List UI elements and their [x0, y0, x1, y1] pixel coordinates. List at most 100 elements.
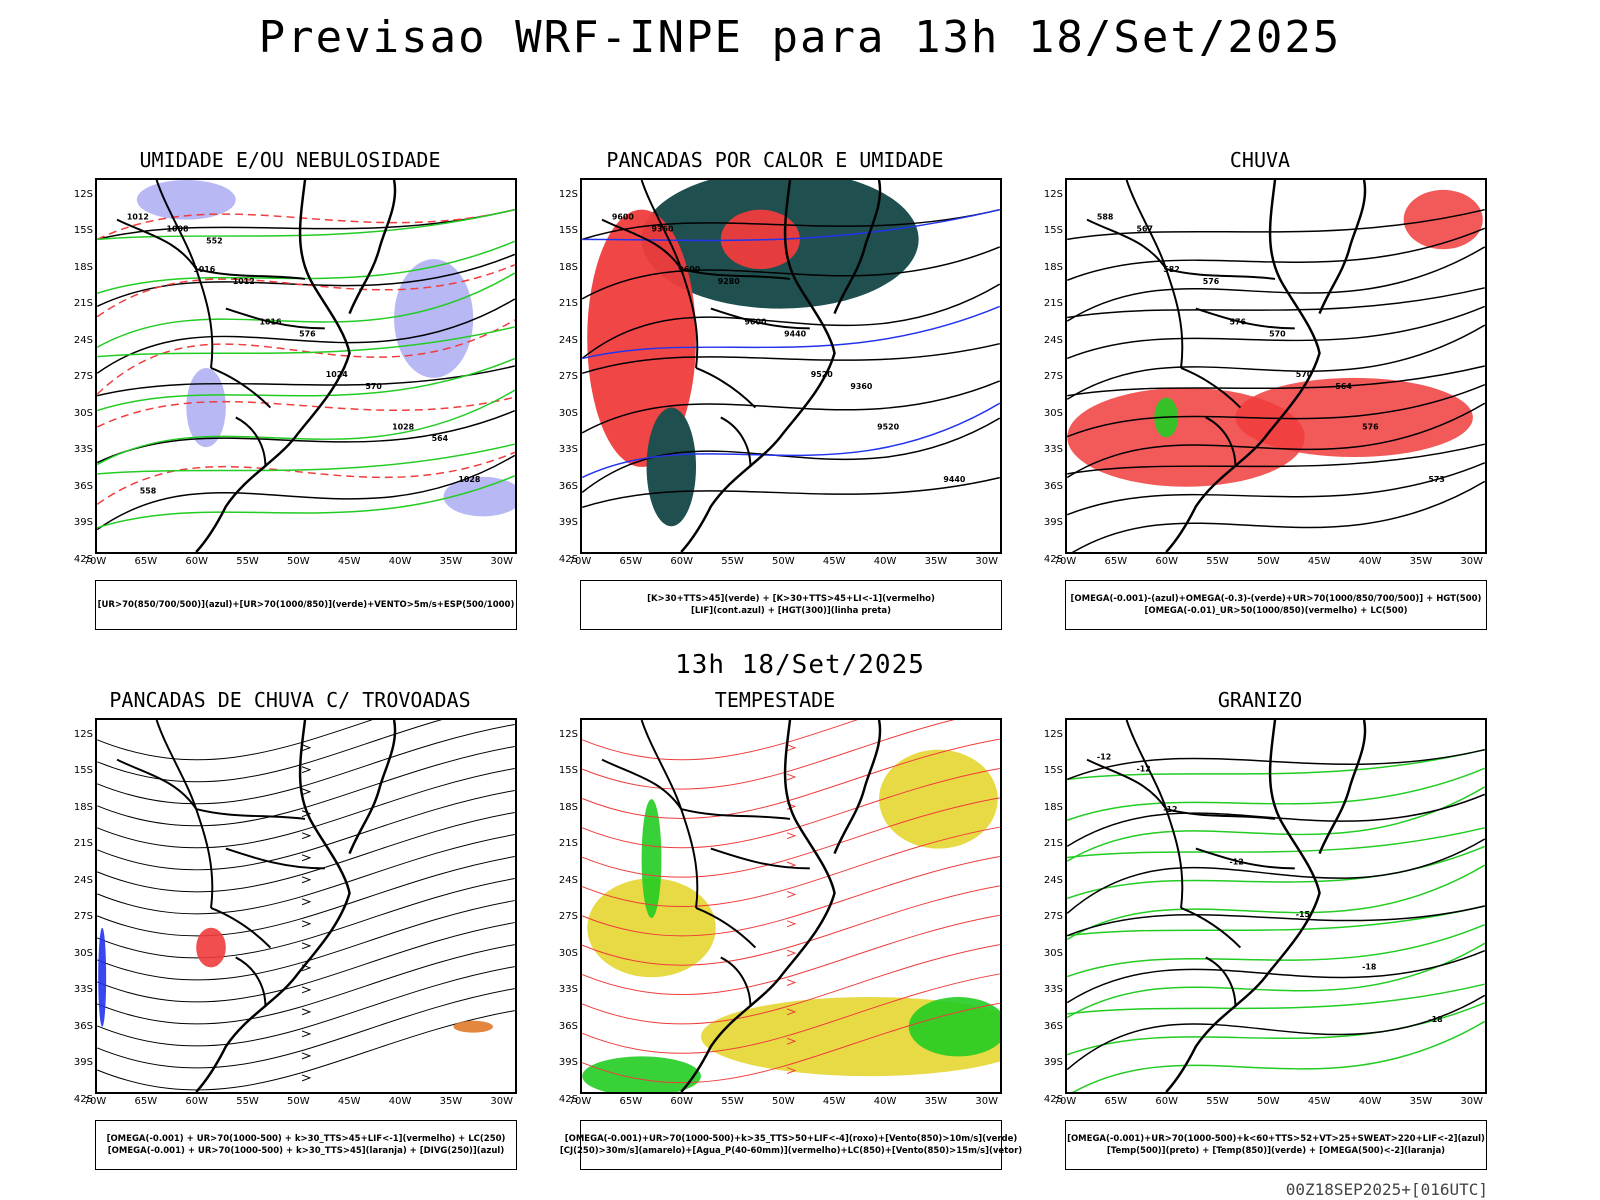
- latitude-tick-label: 18S: [1043, 261, 1063, 273]
- streamline-arrow: [301, 788, 312, 796]
- latitude-tick-label: 24S: [558, 874, 578, 886]
- main-title: Previsao WRF-INPE para 13h 18/Set/2025: [258, 12, 1342, 63]
- contour-line: [97, 319, 515, 395]
- longitude-tick-label: 60W: [1155, 556, 1178, 567]
- contour-line: [582, 476, 1000, 509]
- contour-line: [1067, 443, 1485, 475]
- streamline: [97, 723, 515, 805]
- latitude-tick-label: 27S: [73, 911, 93, 923]
- legend-text: [OMEGA(-0.01)_UR>50(1000/850)(vermelho) …: [1144, 606, 1408, 616]
- latitude-tick-label: 36S: [558, 1020, 578, 1032]
- wind-850-area: [582, 1056, 701, 1092]
- contour-label: 1008: [167, 224, 190, 233]
- contour-line: [582, 342, 1000, 375]
- legend-text: [OMEGA(-0.001)+UR>70(1000-500)+k<60+TTS>…: [1067, 1134, 1485, 1144]
- country-border: [710, 847, 810, 870]
- contour-line: [97, 326, 515, 358]
- longitude-tick-label: 70W: [568, 1096, 592, 1107]
- contour-label: 576: [299, 329, 316, 338]
- thunderstorm-area: [196, 927, 226, 968]
- panel-title: PANCADAS DE CHUVA C/ TROVOADAS: [109, 688, 471, 712]
- streamline-arrow: [786, 979, 797, 986]
- contour-label: 9360: [850, 382, 873, 391]
- country-border: [720, 416, 752, 467]
- map-panel: TEMPESTADE 12S 15S 18S 21S 24S 27S 30S 33S 36S 39S…: [558, 688, 1022, 1170]
- longitude-tick-label: 50W: [1257, 1096, 1280, 1107]
- latitude-tick-label: 21S: [558, 298, 578, 310]
- map-svg: 9600 9600 9600 9520 9520 9440 9360 9280 9440 9360: [582, 180, 1000, 552]
- contour-line: [582, 208, 1000, 241]
- latitude-tick-label: 24S: [1043, 334, 1063, 346]
- coastline: [195, 720, 351, 1092]
- wind-850-area: [908, 997, 1000, 1057]
- latitude-tick-label: 39S: [558, 1057, 578, 1069]
- longitude-tick-label: 45W: [1307, 556, 1331, 567]
- latitude-tick-label: 12S: [558, 729, 578, 740]
- country-border: [710, 307, 810, 330]
- contour-label: 570: [1269, 329, 1286, 338]
- contour-line: [1067, 942, 1485, 1019]
- contour-line: [1072, 480, 1485, 552]
- contour-line: [1067, 246, 1485, 322]
- contour-label: -12: [1230, 857, 1244, 866]
- longitude-tick-label: 30W: [1460, 556, 1484, 567]
- longitude-tick-label: 45W: [337, 556, 361, 567]
- longitude-tick-label: 55W: [1206, 556, 1229, 567]
- longitude-tick-label: 30W: [975, 556, 999, 567]
- contour-label: 9520: [877, 422, 900, 431]
- longitude-tick-label: 40W: [388, 556, 412, 567]
- contour-line: [97, 451, 515, 505]
- map-svg: 588 582 576 570 576 573 567 576 570 564: [1067, 180, 1485, 552]
- streamline: [582, 914, 1000, 996]
- streamline-arrow: [786, 1037, 797, 1045]
- contour-line: [97, 208, 515, 241]
- longitude-axis: 70W 65W 60W 55W 50W 45W 40W 35W 30W: [84, 556, 517, 570]
- contour-label: 9440: [943, 475, 966, 484]
- latitude-tick-label: 30S: [1043, 407, 1063, 419]
- contour-label: 582: [1163, 265, 1180, 274]
- contour-label: 570: [365, 382, 382, 391]
- latitude-tick-label: 24S: [558, 334, 578, 346]
- longitude-axis: 70W 65W 60W 55W 50W 45W 40W 35W 30W: [1054, 1096, 1487, 1110]
- latitude-tick-label: 36S: [73, 480, 93, 492]
- wind-850-area: [641, 799, 662, 918]
- longitude-tick-label: 55W: [1206, 1096, 1229, 1107]
- streamline: [582, 826, 1000, 907]
- longitude-tick-label: 35W: [439, 1096, 463, 1107]
- country-border: [210, 367, 272, 409]
- contour-label: 576: [1203, 277, 1220, 286]
- latitude-axis: 12S 15S 18S 21S 24S 27S 30S 33S 36S 39S 42S: [67, 718, 95, 1105]
- country-border: [601, 218, 683, 270]
- latitude-tick-label: 33S: [558, 444, 578, 456]
- streamline-arrow: [301, 744, 312, 752]
- contour-line: [1067, 748, 1485, 781]
- legend-text: [UR>70(850/700/500)](azul)+[UR>70(1000/8…: [97, 600, 515, 610]
- streamline-arrow: [301, 986, 312, 994]
- latitude-tick-label: 18S: [1043, 801, 1063, 813]
- latitude-tick-label: 18S: [558, 801, 578, 813]
- contour-line: [1067, 402, 1485, 479]
- streamline: [97, 944, 515, 1025]
- latitude-tick-label: 33S: [1043, 984, 1063, 996]
- coastline: [348, 720, 397, 855]
- coastline: [1318, 720, 1367, 855]
- contour-line: [582, 402, 1000, 479]
- latitude-tick-label: 30S: [1043, 947, 1063, 959]
- latitude-tick-label: 12S: [73, 729, 93, 740]
- latitude-axis: 12S 15S 18S 21S 24S 27S 30S 33S 36S 39S 42S: [1037, 718, 1065, 1105]
- latitude-axis: 12S 15S 18S 21S 24S 27S 30S 33S 36S 39S 42S: [552, 178, 580, 565]
- weather-map: 1012 1016 1016 1024 1028 1028 1008 1012 576 570 56…: [95, 178, 517, 554]
- country-border: [695, 367, 757, 409]
- latitude-tick-label: 30S: [558, 407, 578, 419]
- longitude-tick-label: 70W: [83, 1096, 107, 1107]
- contour-label: 558: [140, 487, 157, 496]
- latitude-tick-label: 18S: [73, 801, 93, 813]
- latitude-tick-label: 30S: [73, 407, 93, 419]
- weather-map: 9600 9600 9600 9520 9520 9440 9360 9280 9440 9360: [580, 178, 1002, 554]
- streamline: [582, 1002, 1000, 1084]
- longitude-tick-label: 45W: [337, 1096, 361, 1107]
- latitude-tick-label: 24S: [73, 874, 93, 886]
- contour-line: [582, 246, 1000, 300]
- contour-line: [97, 454, 515, 531]
- contour-line: [582, 305, 1000, 360]
